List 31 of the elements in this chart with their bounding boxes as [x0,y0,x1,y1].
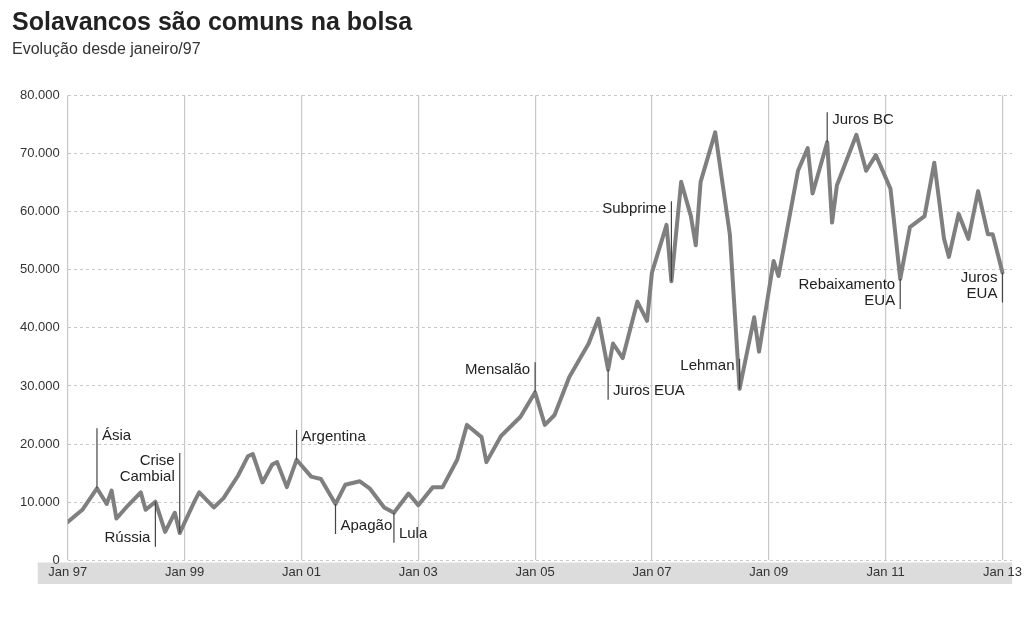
annotation: Lula [398,524,428,542]
annotation: Apagão [340,515,393,533]
x-tick-label: Jan 09 [749,563,789,579]
annotation: Subprime [602,198,667,216]
y-tick-label: 50.000 [20,261,60,277]
annotation: Juros EUA [613,381,685,399]
x-tick-label: Jan 13 [982,563,1022,579]
x-tick-label: Jan 11 [866,563,905,579]
x-tick-label: Jan 01 [281,563,321,579]
y-tick-label: 10.000 [20,493,60,509]
y-tick-label: 80.000 [20,86,60,102]
y-tick-label: 60.000 [20,203,60,219]
y-tick-label: 40.000 [20,319,60,335]
annotation: Argentina [301,427,367,445]
x-tick-label: Jan 07 [632,563,672,579]
x-tick-label: Jan 99 [165,563,205,579]
annotation: Ásia [101,425,132,443]
y-tick-label: 20.000 [20,435,60,451]
annotation: Rebaixamento EUA [798,274,896,308]
x-tick-label: Jan 05 [515,563,555,579]
chart-subtitle: Evolução desde janeiro/97 [12,40,201,58]
y-tick-label: 30.000 [20,377,60,393]
annotation: Juros EUA [960,268,998,302]
annotation: Lehman [680,356,735,374]
annotation: Rússia [104,528,152,546]
annotation: Crise Cambial [119,450,175,484]
x-tick-label: Jan 03 [398,563,438,579]
chart-title: Solavancos são comuns na bolsa [12,6,414,35]
annotation: Mensalão [465,359,531,377]
annotation: Juros BC [832,109,895,127]
y-tick-label: 70.000 [20,144,60,160]
